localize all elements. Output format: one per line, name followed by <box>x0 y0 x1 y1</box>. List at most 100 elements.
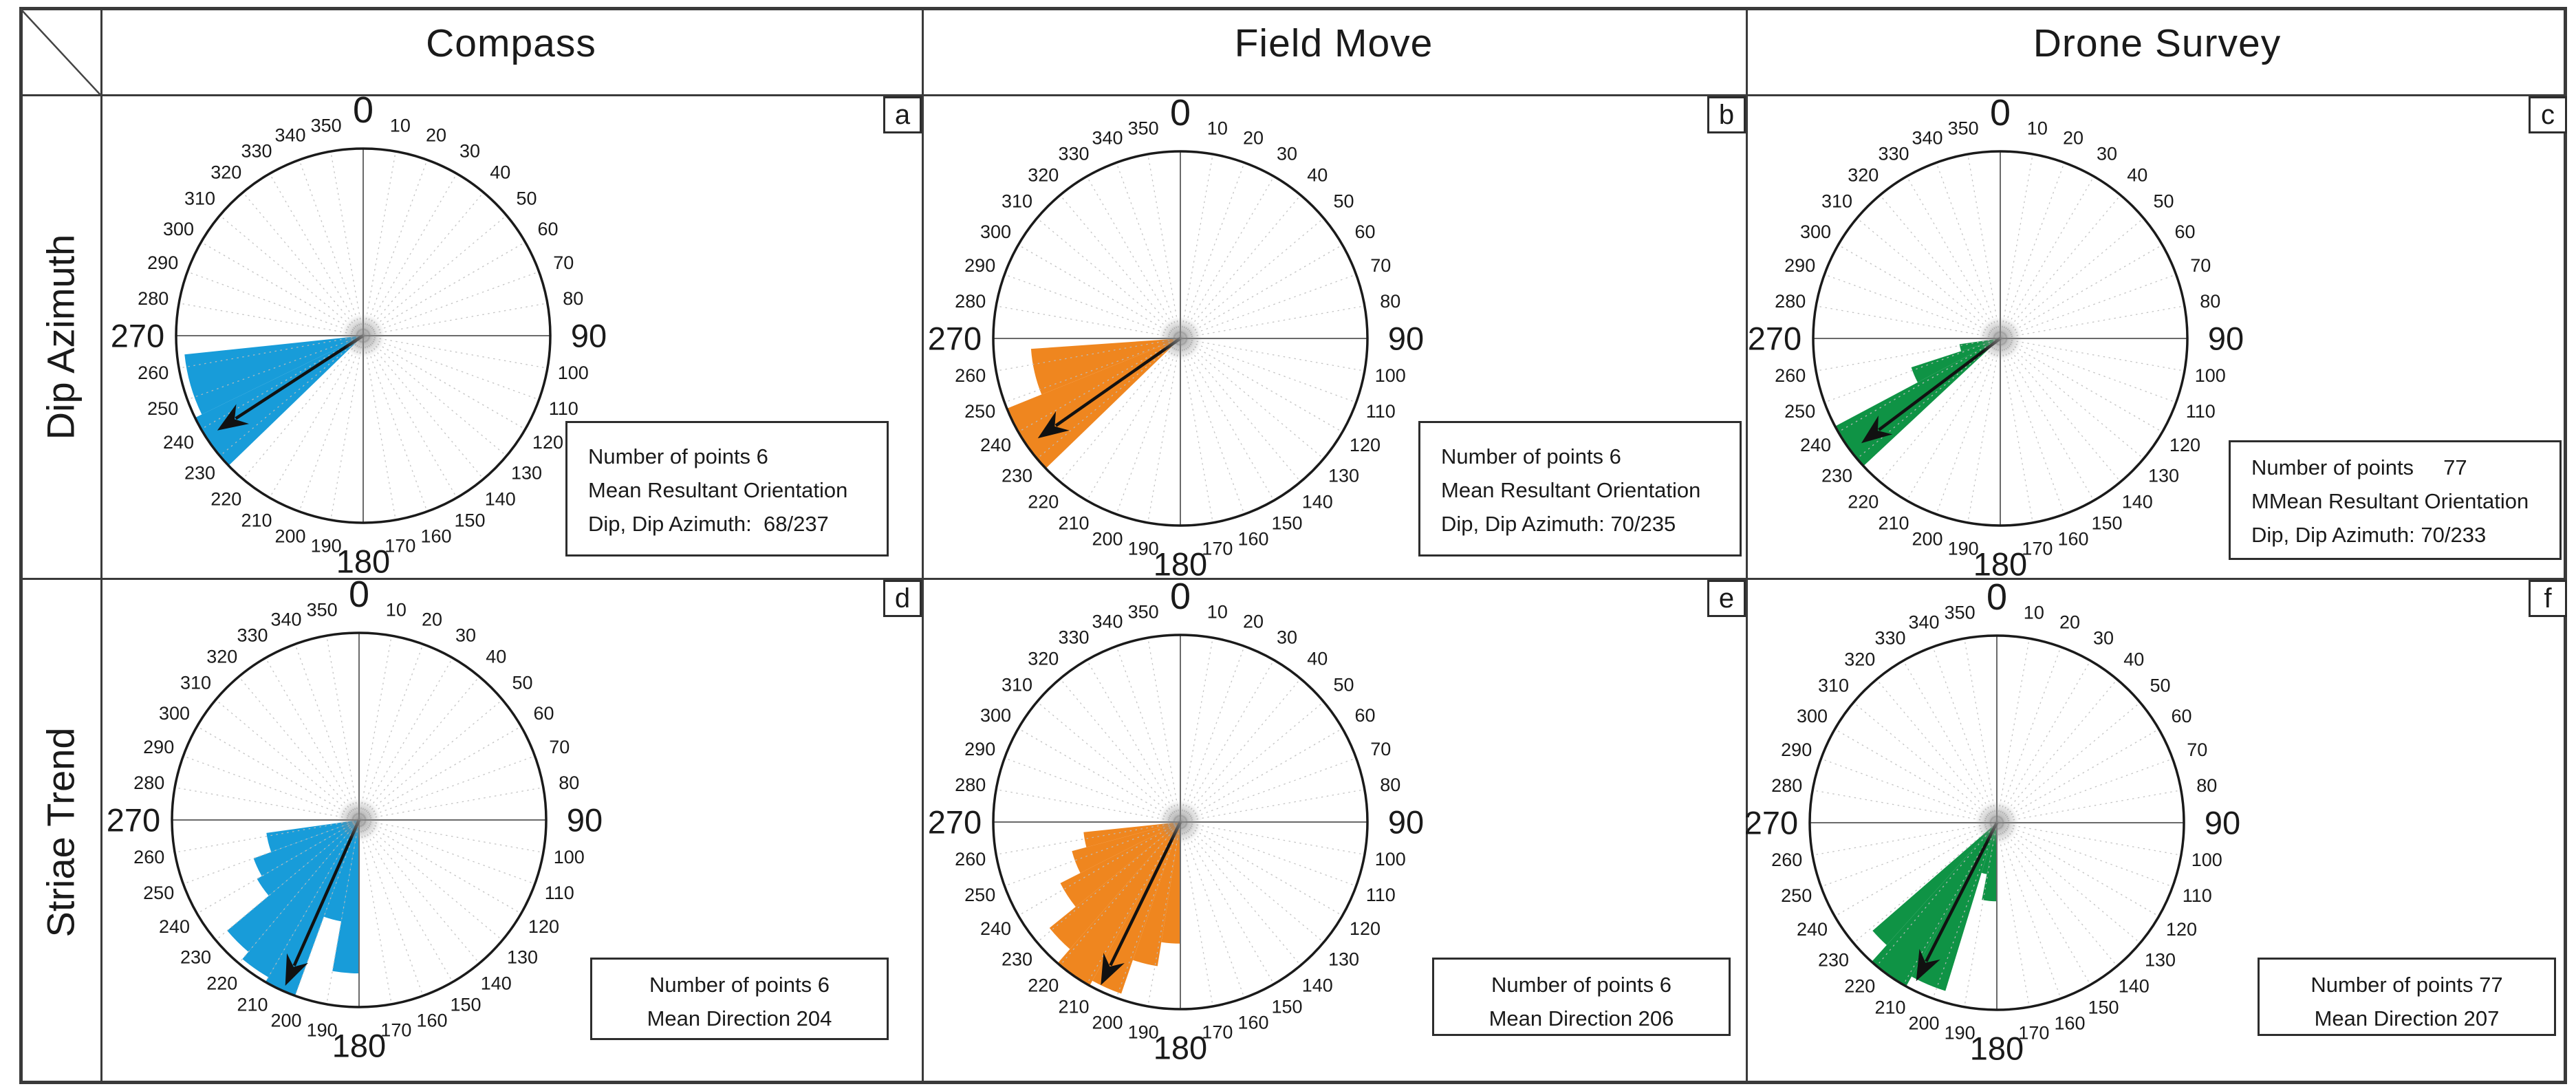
tick-label: 310 <box>184 188 215 209</box>
gridline-minor <box>1180 757 1356 823</box>
tick-label: 80 <box>1380 291 1400 312</box>
stats-line: Dip, Dip Azimuth: 70/235 <box>1441 512 1676 536</box>
rose-petal <box>184 336 363 415</box>
tick-label: 90 <box>1388 321 1424 357</box>
tick-label: 140 <box>481 973 512 993</box>
gridline-minor <box>358 644 424 821</box>
tick-label: 270 <box>1748 321 1801 357</box>
tick-label: 210 <box>1058 996 1089 1017</box>
tick-label: 140 <box>485 488 516 509</box>
tick-label: 70 <box>2187 739 2207 760</box>
tick-label: 150 <box>1271 996 1302 1017</box>
gridline-minor <box>362 192 484 336</box>
header-row-border <box>21 94 2567 96</box>
rose-petal <box>195 336 363 466</box>
tick-label: 160 <box>416 1010 447 1030</box>
tick-label: 50 <box>512 673 532 693</box>
figure-border <box>19 7 2567 1084</box>
panel-letter-d: d <box>883 580 922 617</box>
tick-label: 210 <box>237 994 268 1015</box>
tick-label: 0 <box>1990 92 2011 133</box>
tick-label: 140 <box>2119 975 2150 996</box>
tick-label: 190 <box>1948 538 1979 559</box>
rose-petal <box>323 820 359 922</box>
tick-label: 300 <box>159 703 190 724</box>
tick-label: 140 <box>1302 491 1333 512</box>
column-border-1 <box>922 8 924 1084</box>
gridline-minor <box>1180 821 1365 855</box>
gridline-minor <box>358 819 535 885</box>
gridline-minor <box>1180 678 1301 823</box>
tick-label: 90 <box>2205 805 2240 841</box>
tick-label: 20 <box>422 609 442 630</box>
tick-label: 30 <box>1277 627 1297 648</box>
tick-label: 350 <box>1128 118 1159 139</box>
gridline-minor <box>1996 822 2030 1007</box>
gridline-minor <box>2000 338 2144 460</box>
tick-label: 10 <box>2027 118 2048 139</box>
tick-label: 30 <box>2093 628 2114 649</box>
tick-label: 260 <box>138 363 169 383</box>
gridline-minor <box>2000 305 2185 339</box>
tick-label: 180 <box>1154 546 1207 583</box>
gridline-minor <box>1853 702 1998 823</box>
tick-label: 10 <box>1207 602 1228 623</box>
tick-label: 30 <box>455 625 476 646</box>
gridline-minor <box>1004 338 1181 403</box>
tick-label: 320 <box>1028 165 1059 186</box>
stats-line: Number of points 6 <box>1491 973 1671 997</box>
gridline-minor <box>183 819 360 885</box>
rose-petal <box>1911 338 2000 382</box>
gridline-minor <box>1857 338 2001 460</box>
rose-petal <box>242 820 359 977</box>
tick-label: 330 <box>241 141 272 162</box>
tick-label: 50 <box>1333 191 1354 212</box>
panel-letter-e: e <box>1707 580 1746 617</box>
tick-label: 340 <box>1912 128 1942 149</box>
tick-label: 290 <box>147 252 178 273</box>
tick-label: 90 <box>567 802 603 839</box>
tick-label: 320 <box>210 162 241 183</box>
tick-label: 40 <box>490 162 510 183</box>
tick-label: 260 <box>955 365 986 386</box>
gridline-minor <box>299 160 364 336</box>
gridline-minor <box>1180 305 1365 339</box>
tick-label: 100 <box>2195 365 2226 386</box>
tick-label: 150 <box>2091 512 2122 533</box>
tick-label: 60 <box>533 703 554 724</box>
tick-label: 250 <box>1781 885 1812 906</box>
tick-label: 60 <box>1354 705 1375 726</box>
tick-label: 40 <box>1307 649 1328 669</box>
tick-label: 220 <box>206 973 237 993</box>
rose-petal <box>227 820 359 952</box>
rose-petal <box>1083 822 1180 847</box>
rose-rim <box>1812 150 2189 527</box>
tick-label: 260 <box>1771 850 1802 870</box>
tick-label: 160 <box>2057 528 2088 549</box>
tick-label: 20 <box>2063 128 2083 149</box>
panel-letter-a: a <box>883 96 922 133</box>
tick-label: 110 <box>2186 401 2216 422</box>
stats-line: Mean Resultant Orientation <box>1441 478 1701 502</box>
center-smudge <box>1978 316 2022 360</box>
mean-arrow-head <box>1916 949 1940 982</box>
gridline-minor <box>187 271 364 336</box>
label-column-border <box>100 8 102 1084</box>
rose-petal <box>266 820 359 852</box>
tick-label: 320 <box>1848 165 1879 186</box>
tick-label: 150 <box>1271 512 1302 533</box>
gridline-minor <box>299 335 364 512</box>
tick-label: 330 <box>1878 144 1909 164</box>
rose-petal <box>257 820 359 896</box>
tick-label: 120 <box>2166 919 2197 940</box>
gridline-minor <box>1180 821 1213 1006</box>
gridline-minor <box>1004 757 1181 823</box>
tick-label: 50 <box>2153 191 2174 212</box>
gridline-minor <box>358 819 392 1004</box>
gridline-minor <box>1037 821 1181 943</box>
tick-label: 110 <box>545 883 574 903</box>
tick-label: 60 <box>1354 222 1375 242</box>
tick-label: 230 <box>1818 949 1849 970</box>
tick-label: 300 <box>163 219 194 239</box>
tick-label: 150 <box>2088 997 2119 1017</box>
